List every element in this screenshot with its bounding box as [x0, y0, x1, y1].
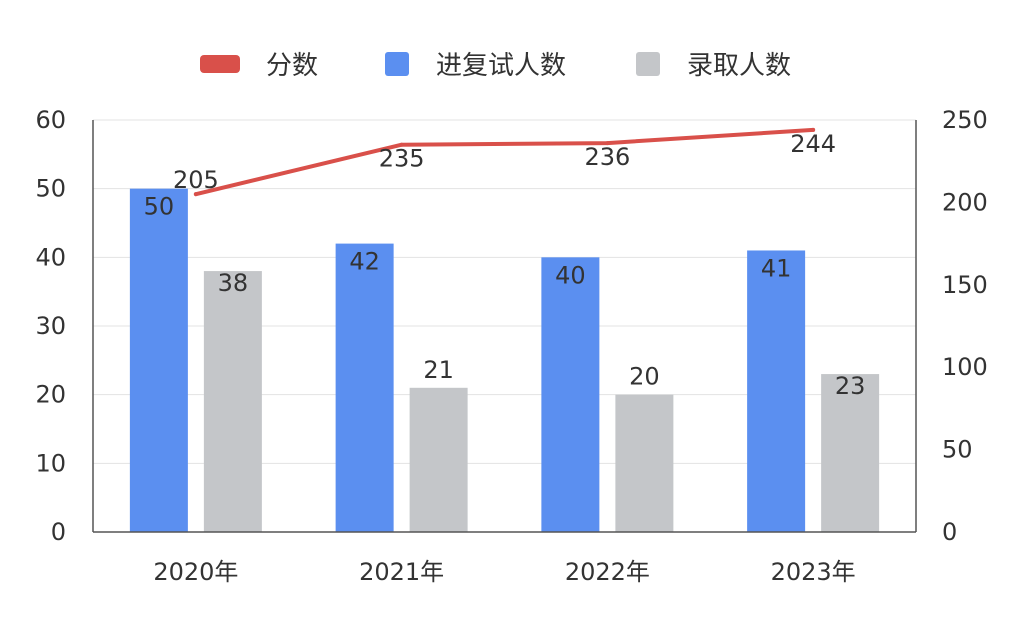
left-tick-label: 0: [51, 518, 66, 546]
score-point: [811, 127, 816, 132]
retest-count-label: 50: [144, 193, 175, 221]
legend-swatch-bar: [636, 52, 660, 76]
right-tick-label: 50: [942, 436, 973, 464]
legend-item[interactable]: 录取人数: [636, 51, 791, 81]
admitted-count-bar: [821, 374, 880, 532]
x-tick-label: 2022年: [565, 558, 650, 586]
retest-count-bar: [129, 188, 188, 532]
admitted-count-label: 20: [629, 363, 660, 391]
score-label: 236: [584, 143, 630, 171]
legend[interactable]: 分数 进复试人数 录取人数: [200, 51, 791, 81]
score-line-group: [193, 127, 816, 197]
legend-swatch-bar: [385, 52, 409, 76]
score-point: [399, 142, 404, 147]
legend-item[interactable]: 分数: [200, 51, 318, 81]
admitted-count-bar: [203, 271, 262, 532]
right-tick-label: 150: [942, 271, 988, 299]
axes: 0 10 20 30 40 50 60 0 50 100 150 200 250 2020年 2021年 20…: [35, 106, 987, 586]
legend-label: 进复试人数: [436, 51, 566, 81]
score-label: 205: [173, 166, 219, 194]
left-tick-label: 30: [35, 312, 66, 340]
retest-count-bar: [541, 257, 600, 532]
right-tick-label: 100: [942, 353, 988, 381]
score-label: 244: [790, 130, 836, 158]
admitted-count-label: 21: [423, 356, 454, 384]
score-line: [193, 127, 816, 197]
left-tick-label: 50: [35, 175, 66, 203]
score-label: 235: [379, 145, 425, 173]
retest-count-label: 41: [761, 254, 792, 282]
score-point: [193, 192, 198, 197]
legend-label: 分数: [266, 51, 318, 81]
left-tick-label: 10: [35, 449, 66, 477]
data-labels: 50 38 42 21 40 20 41 23 205 235 236 244: [144, 130, 866, 400]
x-tick-label: 2021年: [359, 558, 444, 586]
right-tick-label: 250: [942, 106, 988, 134]
retest-count-bar: [747, 250, 806, 532]
x-tick-label: 2020年: [153, 558, 238, 586]
x-tick-label: 2023年: [771, 558, 856, 586]
legend-label: 录取人数: [687, 51, 791, 81]
right-tick-label: 0: [942, 518, 957, 546]
legend-item[interactable]: 进复试人数: [385, 51, 566, 81]
left-tick-label: 40: [35, 243, 66, 271]
bars: [129, 188, 880, 532]
legend-swatch-line: [200, 55, 240, 73]
retest-count-label: 42: [349, 248, 380, 276]
admitted-count-bar: [615, 394, 674, 532]
score-point: [605, 141, 610, 146]
retest-count-label: 40: [555, 261, 586, 289]
right-tick-label: 200: [942, 188, 988, 216]
admitted-count-label: 38: [218, 269, 249, 297]
left-tick-label: 60: [35, 106, 66, 134]
retest-count-bar: [335, 243, 394, 532]
admitted-count-bar: [409, 387, 468, 532]
admitted-count-label: 23: [835, 372, 866, 400]
left-tick-label: 20: [35, 381, 66, 409]
